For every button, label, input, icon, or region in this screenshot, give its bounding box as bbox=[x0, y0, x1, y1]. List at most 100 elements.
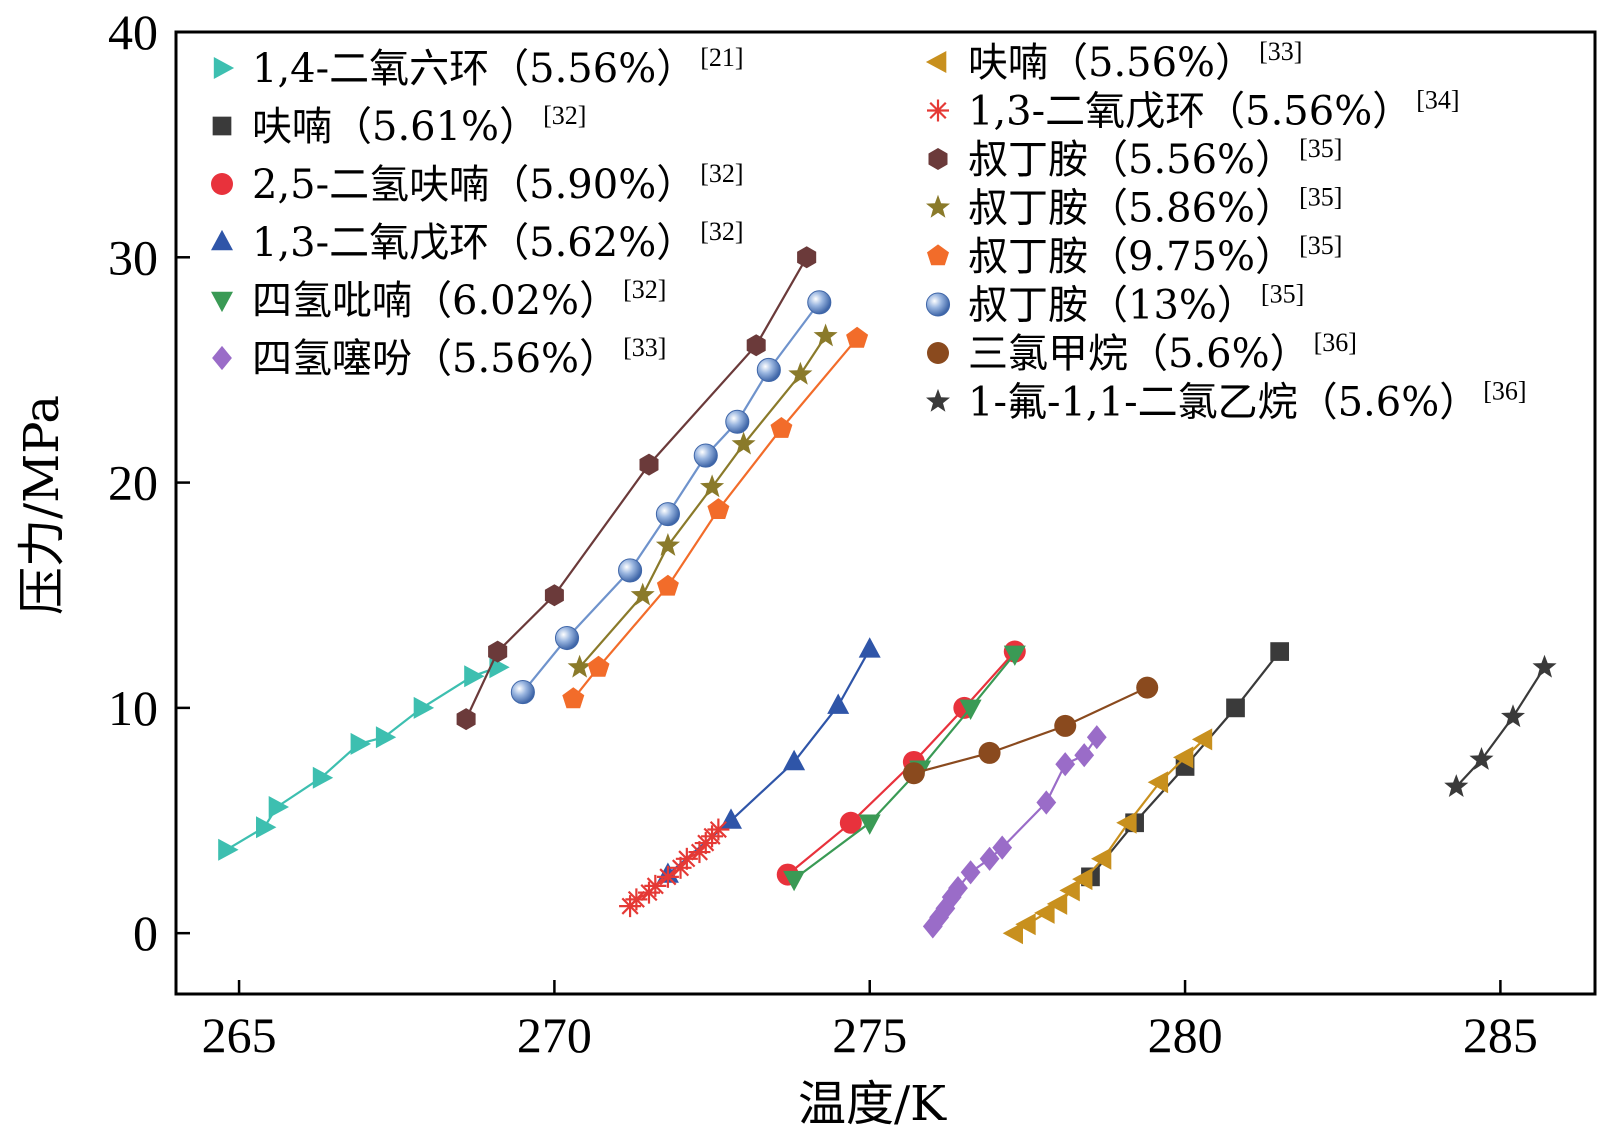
data-point bbox=[464, 665, 485, 688]
data-point bbox=[350, 732, 371, 755]
data-point bbox=[783, 749, 806, 771]
data-point bbox=[1469, 747, 1494, 770]
data-point bbox=[1086, 725, 1107, 750]
series-3 bbox=[656, 637, 881, 883]
data-point bbox=[797, 246, 817, 269]
y-tick-label: 0 bbox=[133, 905, 158, 961]
data-point bbox=[948, 876, 968, 901]
series-line bbox=[1455, 666, 1546, 788]
data-point bbox=[656, 865, 679, 888]
series-6 bbox=[1002, 728, 1213, 945]
series-13 bbox=[1444, 654, 1557, 797]
data-point bbox=[746, 334, 766, 357]
data-point bbox=[1501, 704, 1525, 728]
data-point bbox=[1226, 698, 1245, 718]
legend-item: 1,4-二氧六环（5.56%） [21] bbox=[213, 43, 744, 92]
axis-ticks bbox=[176, 30, 1502, 994]
data-point bbox=[978, 741, 1001, 764]
series-11 bbox=[510, 290, 832, 705]
data-point bbox=[618, 558, 643, 583]
legend-label: 四氢噻吩（5.56%） bbox=[252, 336, 619, 382]
legend-item: 三氯甲烷（5.6%） [36] bbox=[927, 328, 1357, 377]
data-point bbox=[693, 443, 718, 468]
data-point bbox=[1055, 752, 1076, 777]
series-5 bbox=[922, 725, 1107, 939]
legend-label: 三氯甲烷（5.6%） bbox=[968, 331, 1310, 377]
data-point bbox=[655, 502, 680, 527]
data-point bbox=[1444, 774, 1469, 797]
data-point bbox=[489, 656, 510, 679]
data-point bbox=[1191, 728, 1213, 751]
legend-marker bbox=[928, 148, 948, 170]
legend-item: 2,5-二氢呋喃（5.90%） [32] bbox=[211, 159, 744, 208]
series-line bbox=[667, 648, 871, 876]
legend-label: 1,3-二氧戊环（5.56%） bbox=[968, 89, 1412, 135]
legend-reference: [36] bbox=[1314, 328, 1357, 357]
legend-reference: [35] bbox=[1299, 183, 1342, 212]
legend-marker bbox=[926, 194, 950, 218]
legend-reference: [33] bbox=[1259, 37, 1302, 66]
legend-reference: [35] bbox=[1299, 231, 1342, 260]
legend-label: 呋喃（5.56%） bbox=[968, 40, 1255, 86]
legend-item: 1,3-二氧戊环（5.56%） [34] bbox=[927, 86, 1460, 135]
data-point bbox=[218, 838, 239, 861]
data-point bbox=[656, 574, 679, 596]
data-point bbox=[783, 870, 806, 892]
legend-marker bbox=[927, 244, 949, 266]
data-point bbox=[1036, 790, 1057, 815]
data-point bbox=[1059, 879, 1080, 902]
data-point bbox=[807, 290, 832, 315]
y-tick-label: 30 bbox=[108, 229, 158, 285]
legend-item: 呋喃（5.56%） [33] bbox=[925, 37, 1302, 86]
data-point bbox=[813, 323, 838, 347]
data-point bbox=[1270, 642, 1290, 661]
legend-marker bbox=[927, 342, 949, 364]
legend-item: 叔丁胺（13%） [35] bbox=[925, 280, 1304, 329]
legend-reference: [32] bbox=[700, 217, 743, 246]
data-point bbox=[510, 680, 535, 705]
legend-item: 呋喃（5.61%） [32] bbox=[212, 101, 586, 150]
series-1 bbox=[1081, 642, 1290, 887]
data-point bbox=[413, 696, 435, 719]
data-point bbox=[375, 726, 397, 749]
data-point bbox=[902, 762, 925, 785]
legend-marker bbox=[211, 291, 233, 313]
legend-item: 四氢噻吩（5.56%） [33] bbox=[212, 333, 666, 382]
data-point bbox=[770, 417, 793, 438]
data-point bbox=[839, 811, 862, 834]
data-point bbox=[756, 357, 781, 382]
data-point bbox=[992, 835, 1013, 860]
data-point bbox=[456, 708, 476, 731]
legend-label: 叔丁胺（9.75%） bbox=[968, 234, 1295, 280]
legend-marker bbox=[212, 345, 232, 371]
x-tick-label: 265 bbox=[202, 1007, 277, 1063]
data-point bbox=[1173, 746, 1194, 769]
x-tick-label: 285 bbox=[1463, 1007, 1538, 1063]
series-line bbox=[913, 686, 1148, 775]
legend-marker bbox=[211, 173, 233, 195]
data-point bbox=[625, 888, 648, 911]
series-line bbox=[465, 256, 808, 720]
legend-item: 叔丁胺（9.75%） [35] bbox=[927, 231, 1342, 280]
data-point bbox=[1147, 771, 1169, 794]
data-point bbox=[929, 905, 949, 930]
data-point bbox=[788, 361, 813, 385]
legend-marker bbox=[213, 57, 235, 79]
legend-marker bbox=[925, 51, 947, 73]
data-point bbox=[587, 655, 610, 677]
series-9 bbox=[567, 323, 838, 678]
data-point bbox=[554, 625, 580, 651]
legend-label: 1,3-二氧戊环（5.62%） bbox=[252, 220, 696, 266]
legend-item: 1-氟-1,1-二氯乙烷（5.6%） [36] bbox=[926, 377, 1527, 426]
data-point bbox=[979, 846, 1000, 871]
y-tick-label: 20 bbox=[108, 455, 158, 511]
legend-reference: [35] bbox=[1299, 134, 1342, 163]
legend-label: 四氢吡喃（6.02%） bbox=[252, 278, 619, 324]
data-point bbox=[1136, 676, 1159, 699]
plot-area-frame bbox=[174, 30, 1597, 996]
data-point bbox=[922, 914, 943, 939]
data-point bbox=[639, 453, 659, 476]
legend-reference: [35] bbox=[1261, 280, 1304, 309]
legend-reference: [36] bbox=[1483, 377, 1526, 406]
legend-label: 叔丁胺（5.56%） bbox=[968, 137, 1295, 183]
